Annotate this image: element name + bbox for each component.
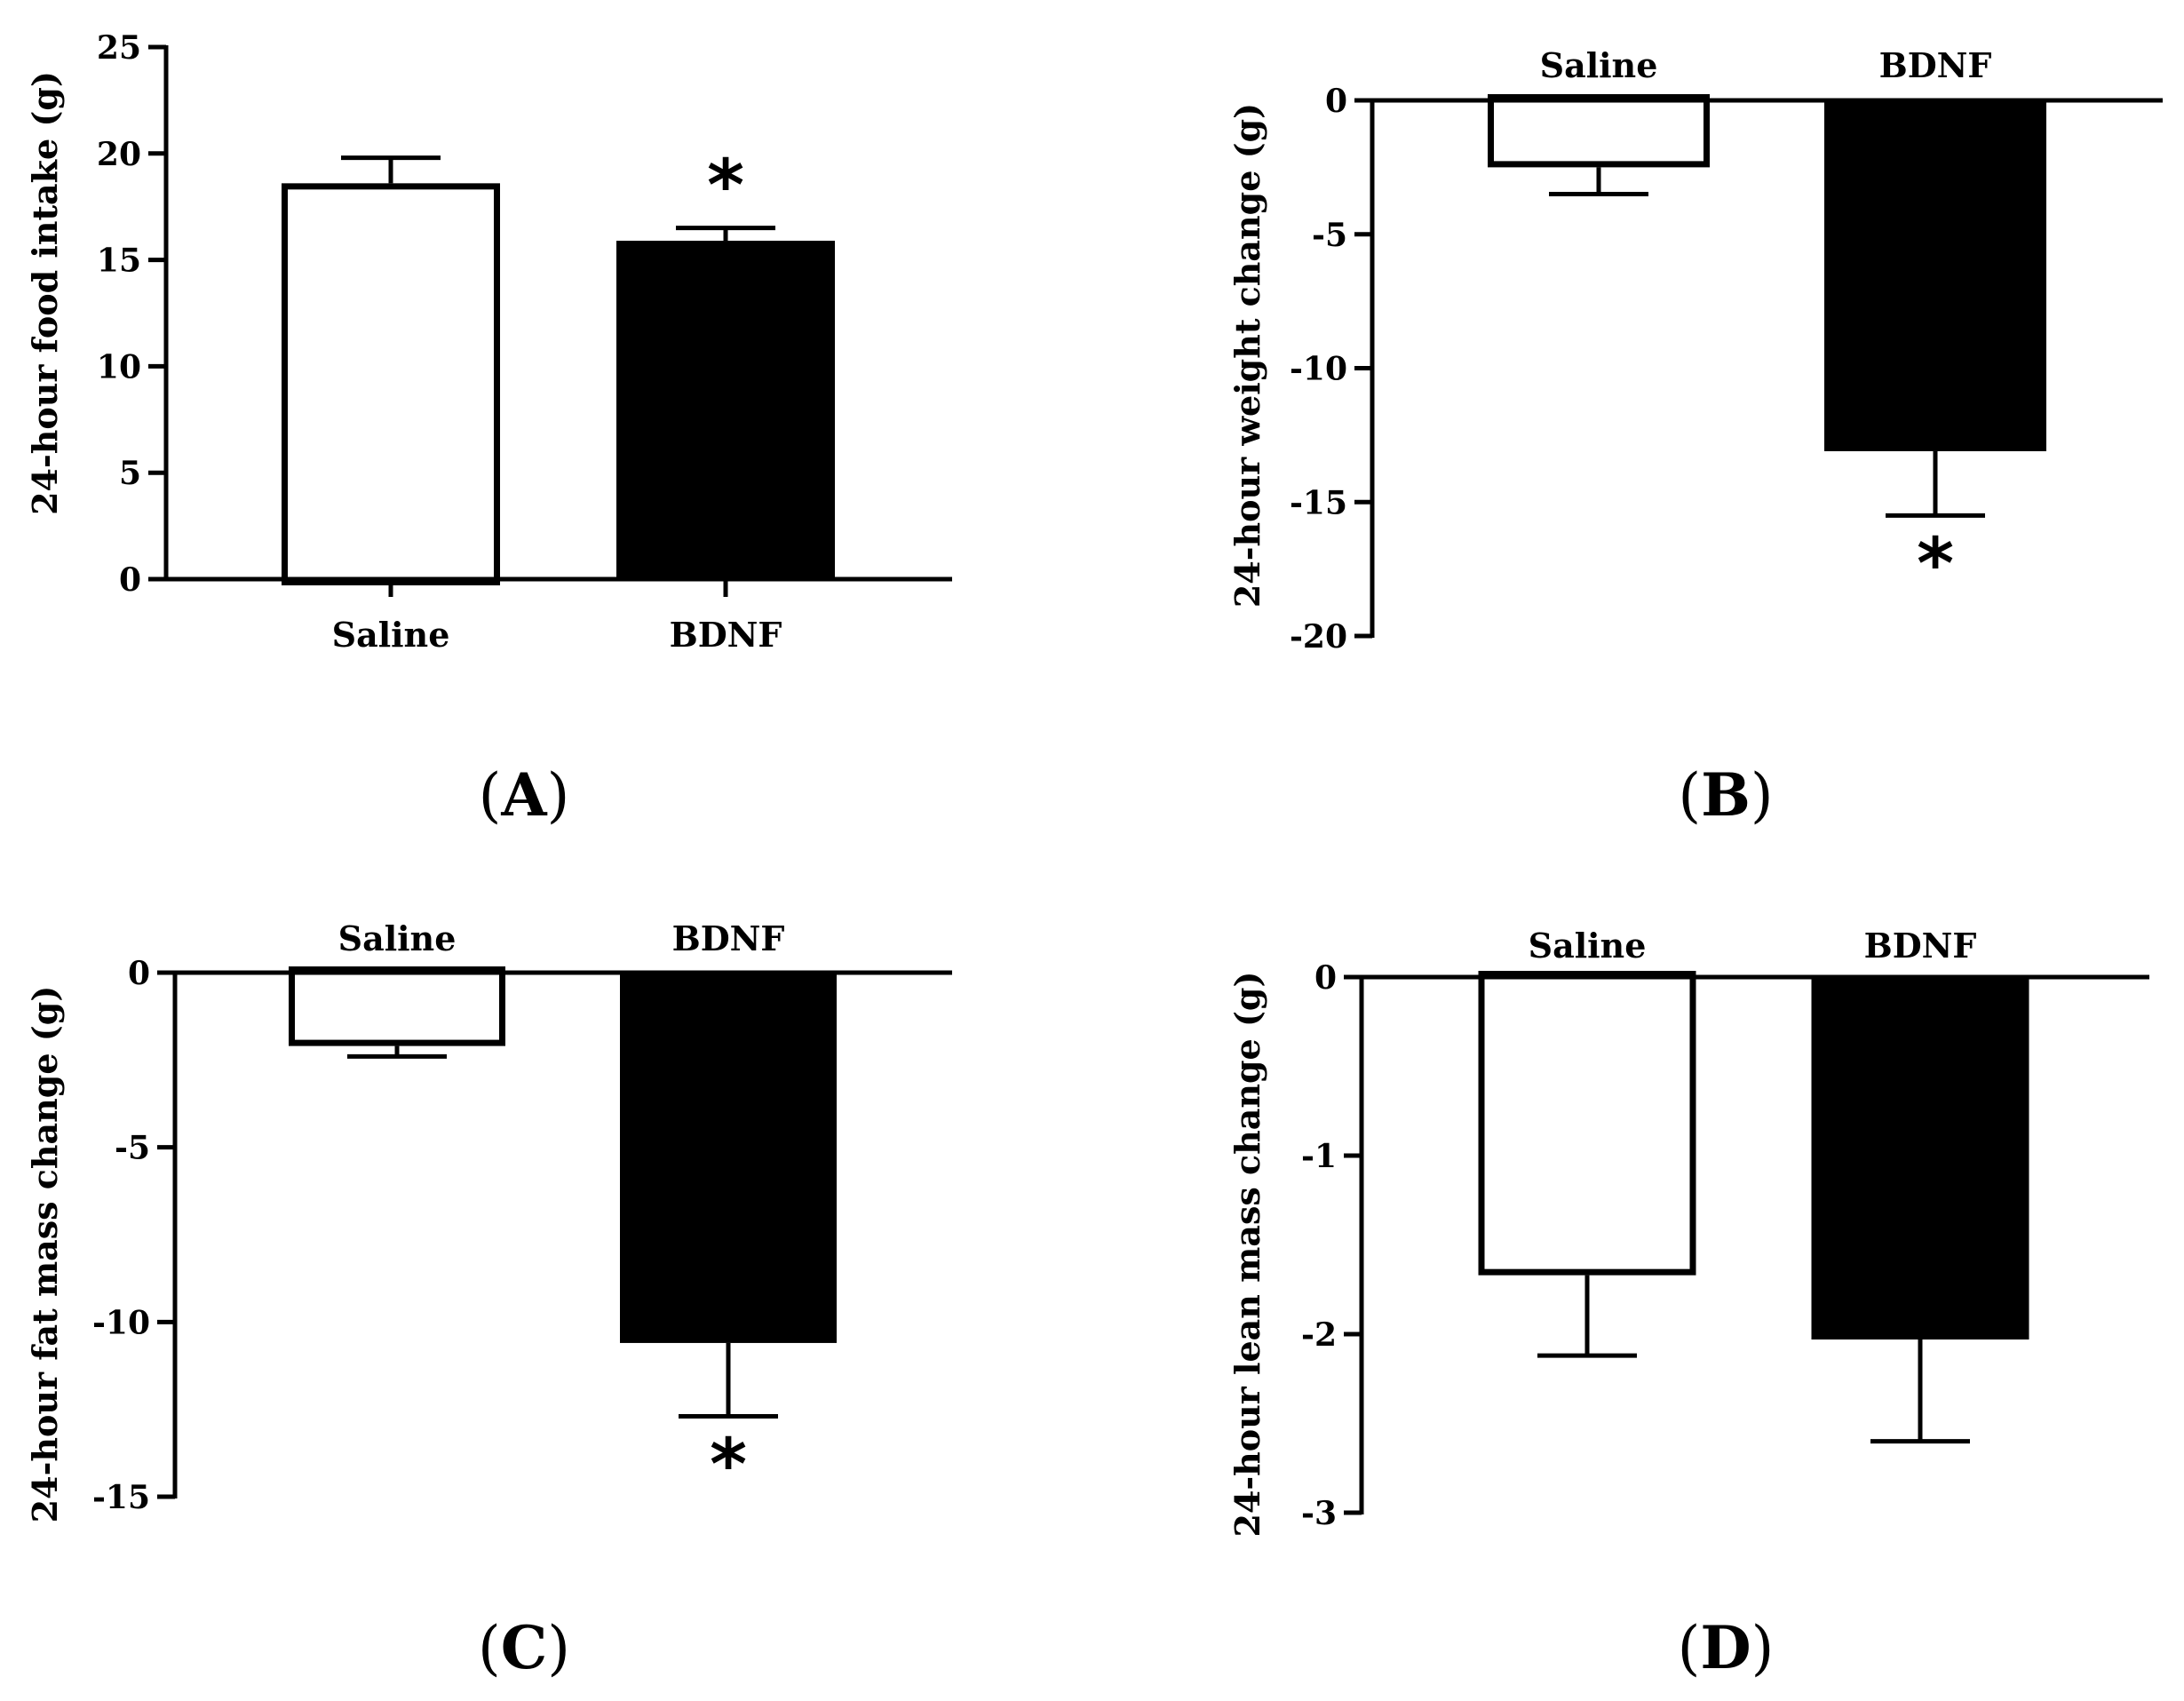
panel-d-y-axis-title: 24-hour lean mass change (g)	[1227, 972, 1267, 1538]
panel-a-y-tick-label: 25	[97, 29, 141, 67]
panel-label-b: (B)	[1678, 760, 1774, 830]
panel-label-d-letter: D	[1700, 1613, 1751, 1682]
panel-a-y-axis-title: 24-hour food intake (g)	[25, 71, 65, 515]
panel-label-c: (C)	[477, 1613, 571, 1682]
panel-c-category-label: Saline	[338, 918, 457, 958]
panel-c-bar-saline	[289, 966, 505, 1046]
panel-b-bar-saline	[1488, 94, 1710, 168]
panel-label-a-letter: A	[501, 760, 547, 830]
panel-a-y-tick-label: 0	[119, 561, 141, 599]
panel-c-y-tick-label: -15	[92, 1479, 150, 1516]
panel-a-category-label: BDNF	[670, 615, 782, 655]
panel-c-y-tick-label: -5	[115, 1130, 150, 1167]
panel-d-bar-saline	[1478, 971, 1696, 1276]
panel-b-significance-marker: *	[1917, 522, 1954, 605]
panel-label-c-letter: C	[500, 1613, 548, 1682]
panel-c-bar-bdnf	[620, 973, 837, 1343]
panel-a-y-tick-label: 15	[97, 242, 141, 280]
panel-c-significance-marker: *	[710, 1424, 747, 1506]
panel-b-y-tick-label: 0	[1325, 83, 1347, 120]
panel-b-y-tick-label: -15	[1290, 484, 1347, 521]
panel-d-y-tick-label: -1	[1301, 1138, 1337, 1175]
panel-d-y-tick-label: 0	[1314, 959, 1337, 997]
panel-d-y-tick-label: -2	[1301, 1316, 1337, 1354]
panel-label-a: (A)	[478, 760, 570, 830]
panel-a-bar-saline	[282, 183, 500, 585]
panel-a-significance-marker: *	[707, 145, 744, 227]
panel-a-category-label: Saline	[332, 615, 450, 655]
panel-b-y-tick-label: -10	[1290, 351, 1347, 388]
panel-d-category-label: BDNF	[1864, 926, 1977, 966]
panel-a-y-tick-label: 10	[97, 348, 141, 386]
panel-b-bar-bdnf	[1824, 100, 2046, 451]
panel-b-chart: 0 -5 -10 -15 -20 Saline BDNF * 24-hour weight ch…	[1227, 45, 2163, 656]
panel-c-category-label: BDNF	[672, 918, 785, 958]
panel-a-bar-bdnf	[616, 241, 835, 579]
panel-d-chart: 0 -1 -2 -3 Saline BDNF 24-hour lean mass chang…	[1227, 926, 2149, 1537]
panel-b-y-tick-label: -20	[1290, 618, 1347, 656]
panel-a-y-tick-label: 20	[97, 136, 141, 173]
panel-c-y-tick-label: -10	[92, 1304, 150, 1341]
panel-label-d: (D)	[1677, 1613, 1775, 1682]
panel-d-category-label: Saline	[1529, 926, 1647, 966]
panel-b-category-label: BDNF	[1879, 45, 1992, 85]
panel-b-y-axis-title: 24-hour weight change (g)	[1227, 103, 1267, 608]
panel-c-y-axis-title: 24-hour fat mass change (g)	[25, 986, 65, 1523]
panel-a-chart: 0 5 10 15 20 25 Saline BDNF * 24-hour food intake…	[25, 29, 952, 655]
panel-a-y-tick-label: 5	[119, 455, 141, 492]
panel-b-y-tick-label: -5	[1312, 217, 1347, 254]
panel-c-chart: 0 -5 -10 -15 Saline BDNF * 24-hour fat mass cha…	[25, 918, 952, 1522]
panel-d-y-tick-label: -3	[1301, 1495, 1337, 1532]
panel-b-category-label: Saline	[1540, 45, 1658, 85]
panel-d-bar-bdnf	[1811, 977, 2029, 1340]
panel-label-b-letter: B	[1701, 760, 1751, 830]
panel-c-y-tick-label: 0	[128, 955, 150, 992]
